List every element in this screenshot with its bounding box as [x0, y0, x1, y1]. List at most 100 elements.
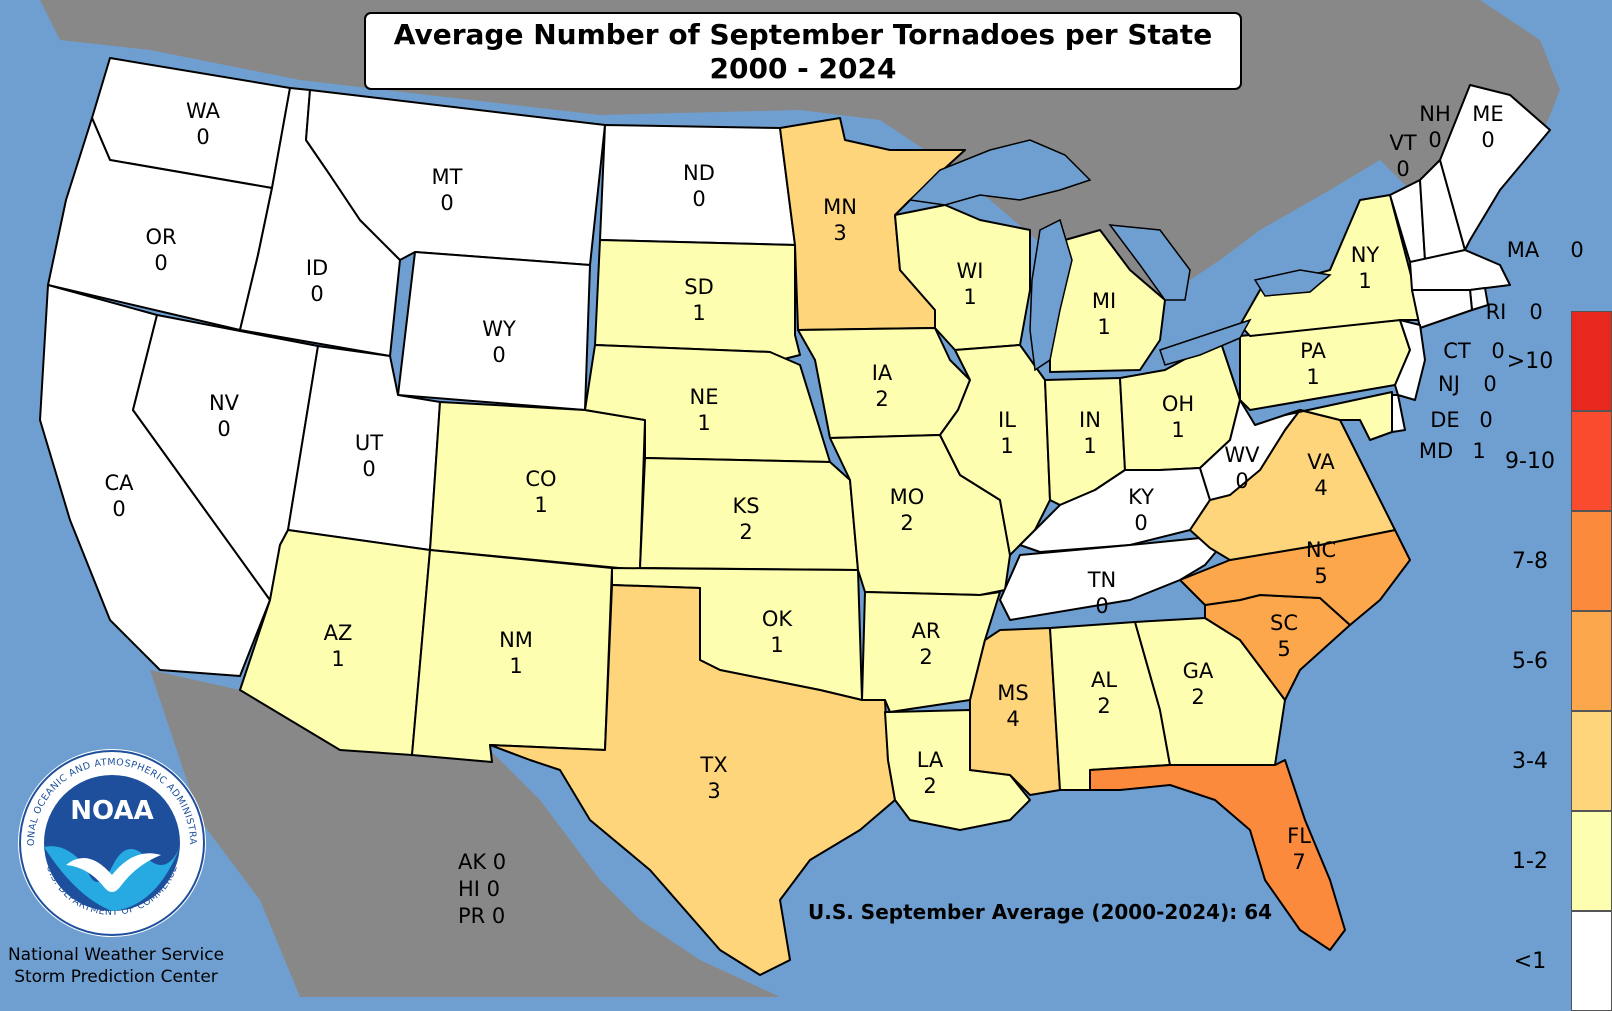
label-mn-abbr: MN — [823, 195, 857, 219]
label-ia-abbr: IA — [872, 361, 893, 385]
label-me-abbr: ME — [1472, 102, 1503, 126]
lake-superior — [908, 139, 1092, 206]
label-ga-value: 2 — [1191, 685, 1204, 709]
label-nv-value: 0 — [217, 417, 230, 441]
legend-swatch — [1571, 911, 1612, 1011]
legend-swatches — [1571, 311, 1612, 1011]
label-ny-abbr: NY — [1351, 243, 1380, 267]
label-ms-abbr: MS — [997, 681, 1028, 705]
lake-huron — [1108, 224, 1191, 301]
state-nd[interactable] — [599, 124, 796, 246]
label-la-value: 2 — [923, 774, 936, 798]
label-id-abbr: ID — [306, 256, 328, 280]
label-tx-abbr: TX — [699, 753, 727, 777]
label-mt-value: 0 — [440, 191, 453, 215]
legend-swatch — [1571, 711, 1612, 811]
label-ma: MA — [1507, 238, 1540, 262]
label-ri: RI — [1486, 300, 1507, 324]
label-va-value: 4 — [1314, 476, 1327, 500]
label-mi-abbr: MI — [1092, 289, 1116, 313]
outlying-states: AK 0 HI 0 PR 0 — [458, 849, 506, 930]
label-in-value: 1 — [1083, 434, 1096, 458]
label-me-value: 0 — [1481, 128, 1494, 152]
label-tx-value: 3 — [707, 779, 720, 803]
label-wa-value: 0 — [196, 125, 209, 149]
label-ok-abbr: OK — [762, 607, 794, 631]
state-nj[interactable] — [1394, 319, 1426, 401]
label-ca-value: 0 — [112, 497, 125, 521]
label-co-abbr: CO — [525, 467, 556, 491]
outlying-ak: AK 0 — [458, 850, 507, 874]
label-ne-abbr: NE — [690, 385, 719, 409]
label-ct-value: 0 — [1491, 339, 1504, 363]
label-ar-abbr: AR — [912, 619, 941, 643]
legend-swatch — [1571, 311, 1612, 411]
label-wi-value: 1 — [963, 285, 976, 309]
label-wy-value: 0 — [492, 343, 505, 367]
legend-label: <1 — [1513, 948, 1547, 974]
noaa-logo-icon: NATIONAL OCEANIC AND ATMOSPHERIC ADMINIS… — [16, 747, 206, 937]
label-nm-abbr: NM — [499, 628, 533, 652]
label-sd-abbr: SD — [684, 275, 714, 299]
label-nh-abbr: NH — [1419, 102, 1451, 126]
label-ga-abbr: GA — [1183, 659, 1214, 683]
label-va-abbr: VA — [1307, 450, 1335, 474]
label-sc-value: 5 — [1277, 637, 1290, 661]
mexico-landmass — [150, 670, 780, 997]
state-md[interactable] — [1284, 391, 1393, 441]
legend-label: 9-10 — [1505, 448, 1555, 474]
state-sd[interactable] — [594, 239, 801, 361]
label-mi-value: 1 — [1097, 315, 1110, 339]
label-oh-abbr: OH — [1162, 392, 1194, 416]
credit-spc: Storm Prediction Center — [14, 967, 218, 987]
legend-label: 7-8 — [1512, 548, 1548, 574]
label-nd-abbr: ND — [683, 161, 715, 185]
outlying-pr: PR 0 — [458, 904, 506, 928]
logo-wordmark: NOAA — [70, 796, 153, 826]
label-ne-value: 1 — [697, 411, 710, 435]
state-mt[interactable] — [305, 89, 606, 266]
label-vt-abbr: VT — [1389, 131, 1416, 155]
label-nm-value: 1 — [509, 654, 522, 678]
label-pa-abbr: PA — [1300, 339, 1326, 363]
state-fl[interactable] — [1089, 759, 1346, 951]
label-ks-abbr: KS — [732, 494, 759, 518]
label-sc-abbr: SC — [1270, 611, 1298, 635]
legend-swatch — [1571, 511, 1612, 611]
label-ky-abbr: KY — [1128, 485, 1154, 509]
map-title: Average Number of September Tornadoes pe… — [393, 18, 1213, 51]
legend-label: >10 — [1506, 348, 1554, 374]
credit-nws: National Weather Service — [7, 945, 225, 965]
label-nj: NJ — [1438, 372, 1460, 396]
label-tn-value: 0 — [1095, 594, 1108, 618]
label-id-value: 0 — [310, 282, 323, 306]
label-ut-value: 0 — [362, 457, 375, 481]
label-ct: CT — [1443, 339, 1471, 363]
lake-michigan — [1029, 218, 1073, 372]
label-co-value: 1 — [534, 493, 547, 517]
label-il-value: 1 — [1000, 434, 1013, 458]
legend-label: 1-2 — [1512, 848, 1548, 874]
label-ri-value: 0 — [1529, 300, 1542, 324]
map-subtitle: 2000 - 2024 — [709, 52, 897, 85]
state-tx[interactable] — [489, 584, 896, 976]
label-oh-value: 1 — [1171, 418, 1184, 442]
state-ms[interactable] — [969, 627, 1061, 796]
legend-swatch — [1571, 811, 1612, 911]
state-ct[interactable] — [1411, 289, 1473, 329]
state-me[interactable] — [1439, 84, 1551, 251]
label-mo-abbr: MO — [890, 485, 925, 509]
legend-label: 3-4 — [1512, 748, 1548, 774]
label-ia-value: 2 — [875, 387, 888, 411]
label-vt-value: 0 — [1396, 157, 1409, 181]
label-ok-value: 1 — [770, 633, 783, 657]
label-ca-abbr: CA — [104, 471, 134, 495]
label-wv-value: 0 — [1235, 469, 1248, 493]
label-wv-abbr: WV — [1224, 443, 1260, 467]
label-az-abbr: AZ — [324, 621, 353, 645]
label-mo-value: 2 — [900, 511, 913, 535]
label-al-abbr: AL — [1091, 668, 1117, 692]
label-ky-value: 0 — [1134, 511, 1147, 535]
label-nd-value: 0 — [692, 187, 705, 211]
